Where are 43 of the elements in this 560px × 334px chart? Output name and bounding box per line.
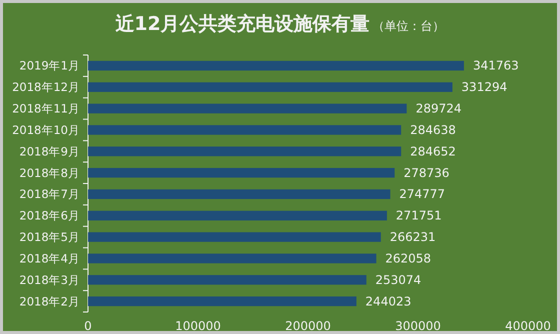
y-tick-label: 2019年1月 (19, 58, 80, 73)
bar (88, 146, 402, 156)
y-tick-label: 2018年4月 (19, 251, 80, 266)
y-tick-label: 2018年8月 (19, 166, 80, 180)
y-tick-label: 2018年10月 (12, 122, 80, 137)
x-tick-label: 400000 (505, 319, 551, 333)
data-label: 278736 (404, 166, 450, 180)
y-tick-label: 2018年11月 (12, 102, 80, 116)
y-tick-label: 2018年7月 (19, 187, 80, 202)
bar (88, 82, 452, 92)
y-tick-label: 2018年3月 (19, 272, 80, 287)
data-label: 289724 (416, 102, 462, 116)
y-tick-label: 2018年9月 (19, 144, 80, 158)
bar (88, 275, 366, 285)
x-tick-label: 0 (84, 319, 92, 333)
chart-title: 近12月公共类充电设施保有量 (114, 13, 370, 35)
chart-subtitle: （单位：台） (372, 19, 445, 33)
data-label: 244023 (365, 294, 412, 308)
data-label: 266231 (390, 230, 436, 244)
data-label: 274777 (399, 187, 446, 202)
bar (88, 60, 464, 71)
x-tick-label: 100000 (175, 319, 221, 333)
y-tick-label: 2018年5月 (19, 230, 80, 244)
data-label: 253074 (375, 272, 422, 287)
y-tick-label: 2018年6月 (19, 208, 80, 223)
data-label: 284652 (410, 144, 456, 158)
y-tick-label: 2018年12月 (12, 80, 80, 94)
bar (88, 254, 376, 264)
data-label: 331294 (461, 80, 508, 94)
y-tick-label: 2018年2月 (19, 294, 80, 308)
bar (88, 168, 395, 178)
bar (88, 232, 381, 242)
x-tick-label: 200000 (285, 319, 331, 333)
x-tick-label: 300000 (395, 319, 441, 333)
bar (88, 104, 407, 114)
data-label: 341763 (472, 58, 519, 73)
bar (88, 125, 402, 135)
bar (88, 189, 390, 200)
data-label: 262058 (385, 251, 432, 266)
data-label: 271751 (396, 208, 442, 223)
data-label: 284638 (410, 122, 456, 137)
bar (88, 296, 356, 306)
bar (88, 210, 387, 220)
